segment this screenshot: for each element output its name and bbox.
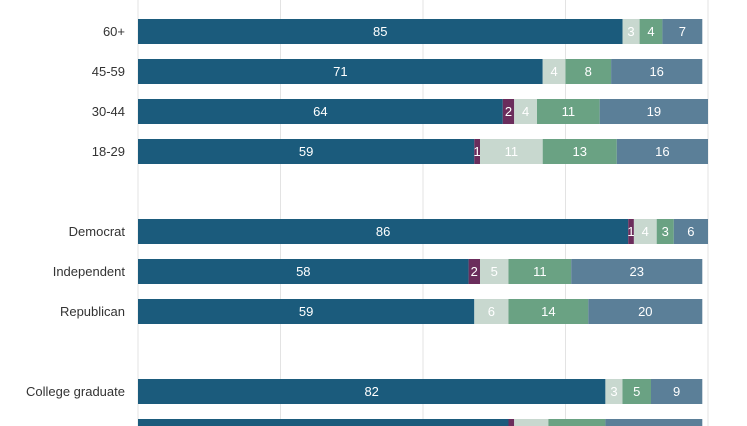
- data-label: 3: [662, 224, 669, 239]
- data-label: 1: [474, 144, 481, 159]
- bar-segment: [508, 299, 589, 324]
- data-label: 13: [573, 144, 587, 159]
- bar-segment: [565, 59, 612, 84]
- bar-segment: [138, 19, 623, 44]
- bar-segment: [633, 219, 657, 244]
- category-label: 60+: [103, 24, 125, 39]
- data-label: 23: [630, 264, 644, 279]
- bar-segment: [508, 259, 572, 284]
- bar-segment: [605, 379, 623, 404]
- bar-segment: [480, 139, 543, 164]
- bar-segment: [138, 299, 475, 324]
- data-label: 4: [642, 224, 649, 239]
- category-label: 45-59: [92, 64, 125, 79]
- bar-segment: [622, 379, 651, 404]
- data-label: 2: [505, 104, 512, 119]
- bar-segment: [537, 99, 600, 124]
- data-label: 59: [299, 144, 313, 159]
- data-label: 82: [364, 384, 378, 399]
- data-label: 64: [313, 104, 327, 119]
- data-label: 7: [679, 24, 686, 39]
- data-label: 16: [655, 144, 669, 159]
- data-label: 4: [522, 104, 529, 119]
- data-label: 3: [627, 24, 634, 39]
- bar-segment: [605, 419, 703, 426]
- bar-segment: [571, 259, 703, 284]
- bar-segment: [474, 299, 509, 324]
- bar-segment: [138, 419, 509, 426]
- data-label: 14: [541, 304, 555, 319]
- bar-segment: [651, 379, 703, 404]
- bar-segment: [508, 419, 515, 426]
- bar-segment: [656, 219, 674, 244]
- bar-segment: [588, 299, 703, 324]
- bar-segment: [611, 59, 703, 84]
- bar-segment: [138, 139, 475, 164]
- data-label: 9: [673, 384, 680, 399]
- data-label: 6: [687, 224, 694, 239]
- bar-segment: [542, 59, 566, 84]
- data-label: 11: [562, 104, 576, 119]
- bar-segment: [502, 99, 515, 124]
- category-label: 30-44: [92, 104, 125, 119]
- data-label: 16: [649, 64, 663, 79]
- category-label: Not a college: [49, 424, 125, 426]
- data-label: 5: [633, 384, 640, 399]
- data-label: 2: [471, 264, 478, 279]
- bar-segment: [480, 259, 509, 284]
- bar-segment: [514, 99, 537, 124]
- bar-segment: [514, 419, 549, 426]
- data-label: 59: [299, 304, 313, 319]
- category-label: Republican: [60, 304, 125, 319]
- bar-segment: [548, 419, 606, 426]
- data-label: 20: [638, 304, 652, 319]
- bar-segment: [628, 219, 634, 244]
- data-label: 5: [491, 264, 498, 279]
- bar-segment: [542, 139, 617, 164]
- data-label: 3: [610, 384, 617, 399]
- bar-segment: [138, 379, 606, 404]
- bar-segment: [639, 19, 663, 44]
- bar-segment: [138, 99, 503, 124]
- category-label: Independent: [53, 264, 126, 279]
- data-label: 58: [296, 264, 310, 279]
- bar-segment: [662, 19, 703, 44]
- bar-segment: [138, 259, 469, 284]
- bar-segment: [468, 259, 480, 284]
- category-label: 18-29: [92, 144, 125, 159]
- data-label: 8: [585, 64, 592, 79]
- data-label: 11: [533, 264, 547, 279]
- bar-segment: [138, 59, 543, 84]
- bar-segment: [599, 99, 708, 124]
- data-label: 4: [647, 24, 654, 39]
- data-label: 11: [505, 144, 519, 159]
- bar-segment: [673, 219, 708, 244]
- data-label: 71: [333, 64, 347, 79]
- bar-segment: [616, 139, 708, 164]
- bar-segment: [138, 219, 629, 244]
- bar-segment: [622, 19, 640, 44]
- bar-segment: [474, 139, 480, 164]
- data-label: 1: [627, 224, 634, 239]
- category-label: College graduate: [26, 384, 125, 399]
- data-label: 4: [550, 64, 557, 79]
- data-label: 19: [647, 104, 661, 119]
- data-label: 85: [373, 24, 387, 39]
- data-label: 86: [376, 224, 390, 239]
- category-label: Democrat: [69, 224, 126, 239]
- data-label: 6: [488, 304, 495, 319]
- category-labels: 60+ 45-59 30-44 18-29 Democrat Independent Rep…: [26, 24, 125, 426]
